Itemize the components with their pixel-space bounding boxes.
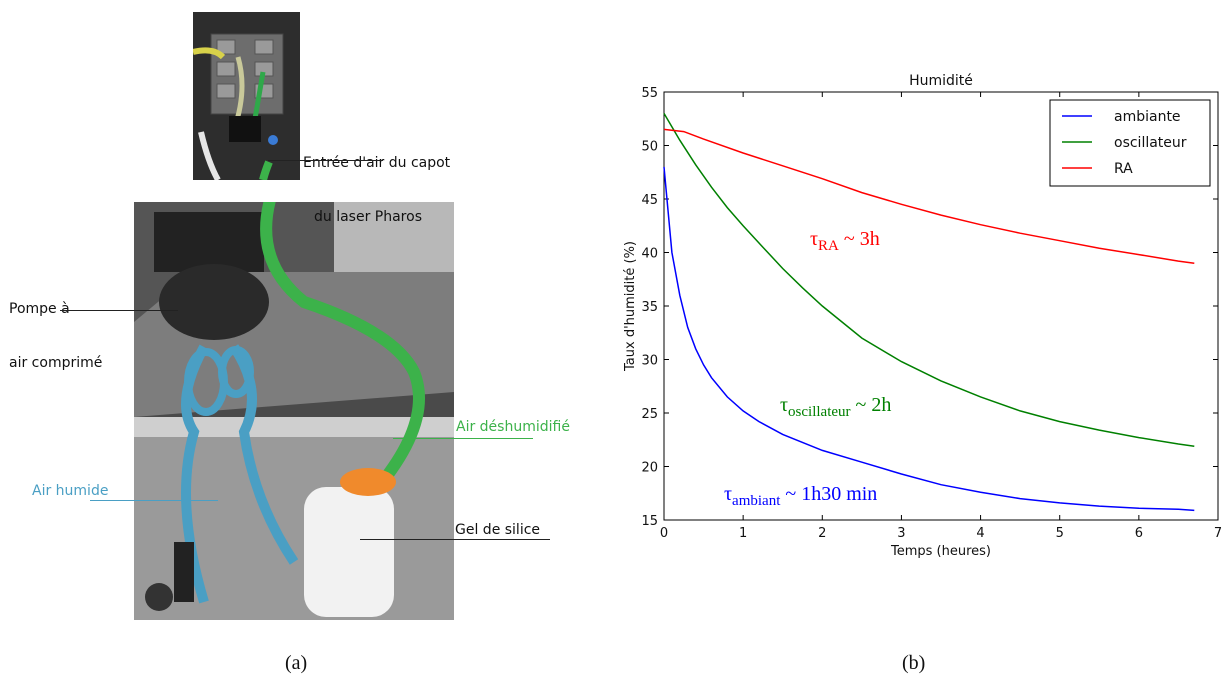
x-tick-label: 4 (976, 526, 984, 541)
y-tick-label: 20 (641, 461, 658, 476)
x-axis-title: Temps (heures) (890, 544, 991, 559)
silica-gel-leader (360, 539, 550, 540)
setup-photo (134, 202, 454, 620)
y-tick-label: 25 (641, 407, 658, 422)
tau-oscillateur-subscript: oscillateur (788, 404, 851, 420)
y-tick-label: 50 (641, 140, 658, 155)
series-line-ambiante (663, 166, 1195, 512)
pump-leader (60, 310, 178, 311)
y-tick-label: 35 (641, 300, 658, 315)
dry-air-leader (393, 438, 533, 439)
tau-ra-text: ~ 3h (843, 228, 880, 250)
air-inlet-label: Entrée d'air du capot du laser Pharos (303, 118, 450, 262)
tau-oscillateur-text: ~ 2h (855, 394, 892, 416)
y-tick-label: 15 (641, 514, 658, 529)
air-inlet-leader (268, 160, 383, 161)
panel-b: Humidité Temps (heures) Taux d'humidité … (600, 0, 1225, 678)
x-tick-label: 2 (818, 526, 826, 541)
laser-hood-illustration (193, 12, 300, 180)
y-tick-label: 40 (641, 247, 658, 262)
annotation-tau-ra: τRA ~ 3h (810, 228, 880, 255)
chart-title: Humidité (909, 73, 973, 89)
annotation-tau-ambiant: τambiant ~ 1h30 min (724, 483, 877, 510)
legend-label-ra: RA (1114, 161, 1133, 177)
silica-gel-label: Gel de silice (455, 522, 541, 538)
x-tick-label: 6 (1135, 526, 1143, 541)
annotation-tau-oscillateur: τoscillateur ~ 2h (780, 394, 891, 421)
tau-oscillateur-symbol: τ (780, 394, 789, 416)
y-tick-label: 55 (641, 86, 658, 101)
legend: ambiante oscillateur RA (1049, 99, 1211, 187)
y-tick-label: 30 (641, 354, 658, 369)
tau-ambiant-text: ~ 1h30 min (785, 483, 878, 505)
humid-air-leader (90, 500, 218, 501)
caption-b: (b) (902, 652, 926, 674)
legend-label-ambiante: ambiante (1114, 109, 1181, 125)
y-axis-title: Taux d'humidité (%) (623, 241, 638, 372)
y-tick-label: 45 (641, 193, 658, 208)
air-inlet-label-line1: Entrée d'air du capot (303, 155, 451, 171)
tau-ra-subscript: RA (818, 238, 839, 254)
legend-label-oscillateur: oscillateur (1114, 135, 1187, 151)
dry-air-label: Air déshumidifié (456, 419, 570, 435)
series-line-ra (663, 128, 1195, 264)
pump-label-line1: Pompe à (9, 301, 70, 317)
x-tick-label: 7 (1214, 526, 1222, 541)
series-line-oscillateur (663, 113, 1195, 447)
laser-hood-photo (193, 12, 300, 180)
pump-label: Pompe à air comprimé (9, 264, 102, 408)
tau-ambiant-subscript: ambiant (732, 493, 781, 509)
setup-illustration (134, 202, 454, 620)
pump-label-line2: air comprimé (9, 355, 103, 371)
humidity-chart: Humidité Temps (heures) Taux d'humidité … (623, 73, 1222, 559)
air-inlet-label-line2: du laser Pharos (314, 209, 422, 225)
tau-ambiant-symbol: τ (724, 483, 733, 505)
x-tick-label: 0 (660, 526, 668, 541)
x-tick-label: 1 (739, 526, 747, 541)
series-layer (663, 113, 1195, 512)
tau-ra-symbol: τ (810, 228, 819, 250)
x-tick-label: 5 (1056, 526, 1064, 541)
x-tick-label: 3 (897, 526, 905, 541)
caption-a: (a) (285, 652, 308, 674)
panel-a: Entrée d'air du capot du laser Pharos Po… (0, 0, 600, 678)
legend-box (1049, 99, 1211, 187)
humid-air-label: Air humide (32, 483, 109, 499)
